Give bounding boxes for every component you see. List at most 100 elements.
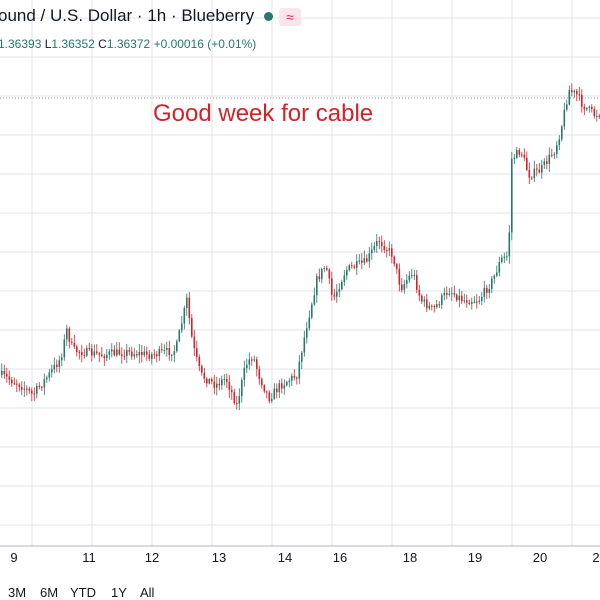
candle-body (448, 293, 451, 295)
candle-body (18, 384, 21, 388)
candle-body (13, 383, 16, 385)
candle-body (326, 268, 328, 270)
candle-body (343, 275, 346, 282)
candle-body (263, 385, 266, 392)
candle-body (108, 351, 111, 355)
candle-body (46, 377, 48, 380)
candle-body (478, 300, 481, 302)
candle-body (171, 354, 173, 356)
range-button-6m[interactable]: 6M (40, 585, 59, 600)
candle-body (78, 351, 81, 353)
candle-body (356, 261, 358, 268)
candle-body (328, 269, 331, 279)
candle-body (588, 106, 591, 109)
candle-body (161, 349, 163, 351)
candle-body (481, 296, 483, 301)
candle-body (363, 258, 366, 263)
candle-body (461, 295, 463, 302)
close-value: 1.36372 (106, 37, 151, 51)
interval-label[interactable]: 1h (147, 6, 167, 25)
candle-body (276, 388, 278, 393)
candle-body (551, 154, 553, 156)
candle-body (321, 268, 323, 280)
candle-body (286, 382, 288, 386)
candle-body (566, 104, 568, 110)
candle-body (251, 359, 253, 361)
x-tick-label: 11 (82, 550, 96, 565)
candle-body (31, 390, 33, 394)
candle-body (21, 387, 23, 390)
open-value: 1.36393 (0, 37, 42, 51)
range-button-ytd[interactable]: YTD (70, 585, 96, 600)
candle-body (201, 365, 203, 373)
x-tick-label: 14 (278, 550, 292, 565)
candle-body (6, 374, 8, 377)
candle-body (3, 371, 6, 375)
candle-body (281, 383, 283, 389)
range-button-3m[interactable]: 3M (8, 585, 27, 600)
candle-body (211, 378, 213, 382)
candle-body (423, 299, 426, 302)
candle-body (241, 380, 243, 397)
candle-body (156, 354, 158, 357)
candle-body (571, 90, 573, 93)
quote-currency: U.S. Dollar (50, 6, 133, 25)
candle-body (243, 368, 246, 381)
candle-body (88, 348, 91, 350)
candle-body (511, 158, 513, 233)
candle-body (106, 354, 108, 359)
candle-body (191, 318, 193, 337)
candle-body (236, 403, 238, 405)
candle-body (223, 379, 226, 381)
candle-body (473, 301, 476, 303)
candle-body (398, 268, 401, 285)
candle-body (396, 264, 398, 269)
candle-body (541, 165, 543, 173)
candle-body (543, 161, 546, 166)
candle-body (561, 126, 563, 140)
x-tick-label: 12 (145, 550, 159, 565)
candle-body (76, 346, 78, 352)
candle-body (178, 330, 181, 342)
candle-body (576, 90, 578, 95)
candle-body (131, 351, 133, 357)
candle-body (121, 354, 123, 356)
candle-body (66, 328, 68, 340)
candle-body (533, 168, 536, 178)
candle-body (486, 287, 488, 293)
candle-body (553, 154, 556, 156)
candle-body (403, 283, 406, 290)
candle-body (278, 383, 281, 393)
candle-body (408, 275, 411, 281)
candle-body (28, 388, 31, 391)
candle-body (451, 293, 453, 295)
candle-body (96, 351, 98, 354)
chart-header[interactable]: ound / U.S. Dollar · 1h · Blueberry ≈ (0, 6, 302, 26)
candle-body (196, 348, 198, 357)
symbol-title: ound (0, 6, 36, 25)
candle-body (388, 248, 391, 251)
candle-body (383, 246, 386, 251)
candle-body (36, 386, 38, 394)
candle-body (376, 241, 378, 246)
candle-body (518, 149, 521, 155)
candle-body (471, 302, 473, 305)
candle-body (248, 359, 251, 365)
candle-body (333, 294, 336, 297)
ohlc-legend: 1.36393 L1.36352 C1.36372 +0.00016 (+0.0… (0, 37, 256, 51)
chart-annotation[interactable]: Good week for cable (153, 100, 374, 127)
candle-body (491, 278, 493, 289)
title-separator: · (166, 6, 182, 25)
wave-icon[interactable]: ≈ (279, 7, 302, 26)
candle-body (58, 360, 61, 367)
candle-body (86, 348, 88, 356)
candle-body (593, 109, 596, 116)
range-button-all[interactable]: All (140, 585, 155, 600)
range-button-1y[interactable]: 1Y (111, 585, 127, 600)
candle-body (421, 295, 423, 302)
candle-body (183, 308, 186, 324)
candle-body (581, 94, 583, 107)
candle-body (253, 359, 256, 361)
candle-body (218, 383, 221, 386)
